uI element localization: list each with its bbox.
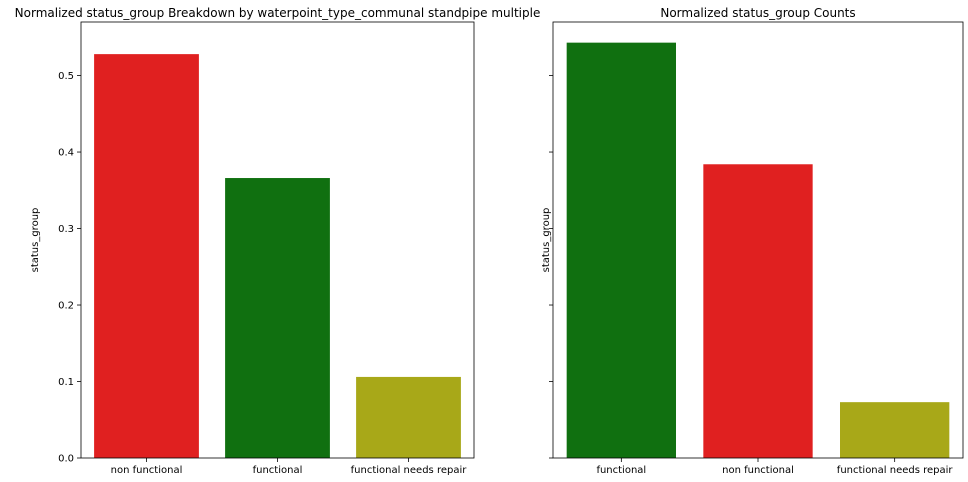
left-bar-chart: Normalized status_group Breakdown by wat…: [15, 6, 541, 476]
axes-frame: [552, 21, 964, 459]
bar-non-functional: [94, 54, 199, 458]
axes-frame: [80, 21, 475, 459]
bar-functional: [225, 178, 330, 459]
bar-functional: [566, 42, 676, 459]
right-bar-chart: Normalized status_group Counts status_gr…: [541, 6, 964, 476]
x-tick-label: non functional: [111, 465, 183, 476]
y-tick-label: 0.1: [58, 377, 74, 388]
y-tick-label: 0.4: [58, 148, 74, 159]
y-tick-label: 0.0: [58, 454, 74, 465]
y-tick-label: 0.3: [58, 224, 74, 235]
y-axis-label: status_group: [30, 208, 41, 273]
y-tick-label: 0.2: [58, 301, 74, 312]
x-tick-label: functional: [253, 465, 303, 476]
bar-functional-needs-repair: [356, 376, 461, 458]
x-tick-label: non functional: [722, 465, 794, 476]
chart-title: Normalized status_group Counts: [660, 6, 855, 20]
y-axis-label: status_group: [541, 208, 552, 273]
x-tick-label: functional needs repair: [837, 465, 954, 476]
bar-functional-needs-repair: [840, 402, 950, 458]
x-tick-label: functional: [596, 465, 646, 476]
chart-title: Normalized status_group Breakdown by wat…: [15, 6, 541, 20]
x-tick-label: functional needs repair: [351, 465, 468, 476]
bar-non-functional: [703, 164, 813, 458]
y-tick-label: 0.5: [58, 71, 74, 82]
